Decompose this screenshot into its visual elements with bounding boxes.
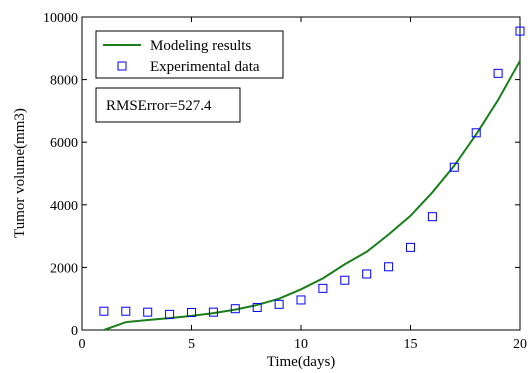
- data-point-experimental: [296, 295, 306, 305]
- x-tick-label: 0: [79, 337, 86, 352]
- y-tick-label: 4000: [50, 199, 78, 214]
- y-axis: 0 2000 4000 6000 8000 10000: [43, 11, 520, 339]
- data-point-experimental: [493, 68, 503, 78]
- y-tick-label: 0: [71, 324, 78, 339]
- data-point-experimental: [471, 128, 481, 138]
- y-tick-label: 8000: [50, 74, 78, 89]
- x-axis-label: Time(days): [267, 354, 336, 370]
- x-tick-label: 20: [513, 337, 527, 352]
- x-tick-label: 15: [404, 337, 418, 352]
- data-point-experimental: [121, 306, 131, 316]
- data-point-experimental: [406, 242, 415, 252]
- legend-label-modeling: Modeling results: [150, 38, 251, 54]
- data-point-experimental: [230, 304, 240, 314]
- series-layer: [99, 26, 525, 331]
- data-point-experimental: [165, 309, 175, 319]
- data-point-experimental: [427, 212, 437, 222]
- rms-annotation: RMSError=527.4: [95, 87, 241, 123]
- data-point-experimental: [384, 262, 394, 272]
- y-tick-label: 2000: [50, 261, 78, 276]
- annotation-text: RMSError=527.4: [106, 98, 212, 114]
- y-tick-label: 10000: [43, 11, 78, 26]
- data-point-experimental: [318, 283, 328, 293]
- legend: Modeling results Experimental data: [95, 30, 284, 79]
- legend-marker-experimental: [117, 61, 127, 71]
- x-tick-label: 5: [188, 337, 195, 352]
- data-point-experimental: [449, 162, 459, 172]
- annotation-box: [95, 87, 241, 123]
- x-axis: 0 5 10 15 20: [79, 17, 527, 352]
- data-point-experimental: [362, 269, 372, 279]
- data-point-experimental: [515, 26, 525, 36]
- data-point-experimental: [99, 306, 109, 316]
- data-point-experimental: [143, 307, 153, 317]
- y-axis-label: Tumor volume(mm3): [12, 108, 28, 238]
- y-tick-label: 6000: [50, 136, 78, 151]
- data-point-experimental: [274, 299, 284, 309]
- data-point-experimental: [187, 307, 196, 317]
- x-tick-label: 10: [294, 337, 308, 352]
- legend-label-experimental: Experimental data: [150, 59, 260, 75]
- data-point-experimental: [208, 307, 218, 317]
- data-point-experimental: [252, 302, 262, 312]
- data-point-experimental: [340, 275, 350, 285]
- legend-box: [95, 30, 284, 79]
